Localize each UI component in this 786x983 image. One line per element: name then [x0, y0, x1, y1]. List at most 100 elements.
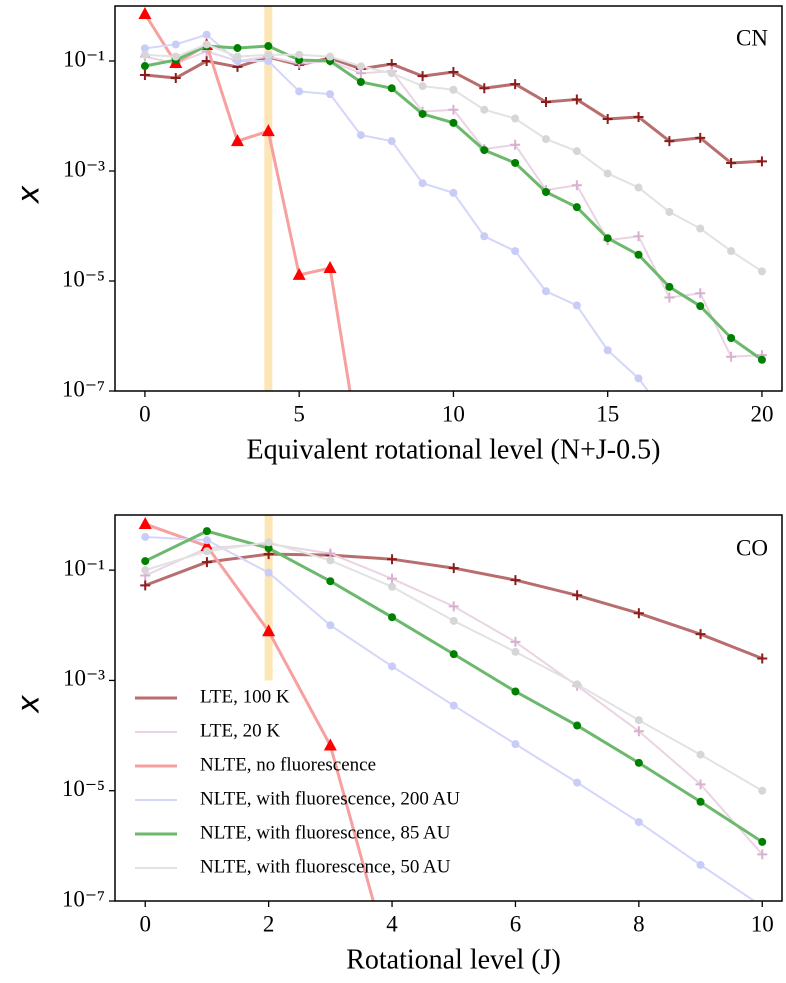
marker	[202, 30, 211, 39]
marker	[141, 557, 150, 566]
marker	[171, 40, 180, 49]
x-tick-label: 0	[139, 911, 151, 936]
marker	[326, 556, 335, 565]
marker	[664, 292, 675, 303]
marker	[511, 247, 520, 256]
marker	[603, 346, 612, 355]
marker	[573, 680, 582, 689]
marker	[603, 234, 612, 243]
marker	[633, 608, 644, 619]
marker	[418, 179, 427, 188]
marker	[510, 79, 521, 90]
marker	[170, 73, 181, 84]
marker	[757, 653, 768, 664]
marker	[758, 497, 766, 505]
series-line	[144, 43, 763, 273]
marker	[665, 207, 674, 216]
marker	[727, 480, 735, 488]
marker	[448, 67, 459, 78]
marker	[696, 860, 705, 869]
marker	[633, 231, 644, 242]
y-tick-label: 10⁻⁷	[62, 376, 105, 401]
marker	[634, 818, 643, 827]
marker	[572, 301, 581, 310]
marker	[230, 134, 244, 147]
y-axis-label: x	[12, 185, 47, 204]
axes-frame	[114, 514, 783, 902]
marker	[696, 750, 705, 759]
marker	[201, 557, 212, 568]
marker	[323, 261, 337, 274]
marker	[511, 158, 520, 167]
x-tick-label: 15	[596, 401, 619, 426]
marker	[140, 62, 149, 71]
marker	[200, 539, 214, 552]
marker	[571, 180, 582, 191]
marker	[387, 554, 398, 565]
x-tick-label: 8	[633, 911, 645, 936]
marker	[696, 302, 705, 311]
marker	[757, 849, 768, 860]
marker	[727, 247, 736, 256]
marker	[202, 527, 211, 536]
marker	[387, 69, 396, 78]
marker	[264, 57, 273, 65]
marker	[480, 105, 489, 114]
marker	[695, 629, 706, 640]
marker	[387, 137, 396, 146]
marker	[511, 687, 520, 696]
marker	[295, 87, 304, 96]
marker	[141, 532, 150, 541]
x-axis-label: Equivalent rotational level (N+J-0.5)	[247, 434, 661, 465]
marker	[264, 42, 273, 51]
marker	[541, 287, 550, 296]
y-tick-label: 10⁻¹	[63, 46, 105, 71]
marker	[511, 647, 520, 656]
marker	[387, 84, 396, 93]
marker	[201, 56, 212, 66]
marker	[756, 156, 767, 167]
marker	[418, 109, 427, 118]
marker	[202, 536, 211, 545]
marker	[418, 82, 427, 91]
marker	[573, 778, 582, 787]
marker	[510, 636, 521, 647]
marker	[541, 135, 550, 144]
legend-label: NLTE, no fluorescence	[200, 754, 376, 775]
marker	[262, 624, 276, 637]
marker	[202, 40, 211, 49]
marker	[602, 114, 613, 125]
x-tick-label: 4	[386, 911, 398, 936]
marker	[141, 566, 150, 575]
marker	[138, 6, 152, 19]
marker	[140, 50, 149, 59]
marker	[665, 282, 674, 291]
marker	[541, 188, 550, 197]
marker	[696, 432, 704, 440]
x-tick-label: 2	[263, 911, 275, 936]
marker	[634, 374, 643, 383]
legend-label: NLTE, with fluorescence, 50 AU	[200, 856, 451, 877]
marker	[449, 616, 458, 625]
x-tick-label: 10	[751, 911, 774, 936]
marker	[292, 267, 306, 280]
marker	[264, 544, 273, 553]
marker	[510, 575, 521, 586]
marker	[758, 837, 767, 846]
marker	[326, 52, 335, 61]
marker	[727, 333, 736, 342]
marker	[448, 563, 459, 574]
marker	[695, 288, 706, 299]
marker	[449, 701, 458, 710]
marker	[202, 547, 211, 556]
marker	[634, 716, 643, 725]
marker	[448, 601, 459, 612]
marker	[323, 738, 337, 751]
series-line	[144, 50, 763, 358]
marker	[758, 786, 767, 795]
marker	[356, 131, 365, 140]
annotation: CO	[736, 535, 768, 560]
marker	[417, 71, 428, 82]
legend-label: NLTE, with fluorescence, 200 AU	[200, 788, 460, 809]
